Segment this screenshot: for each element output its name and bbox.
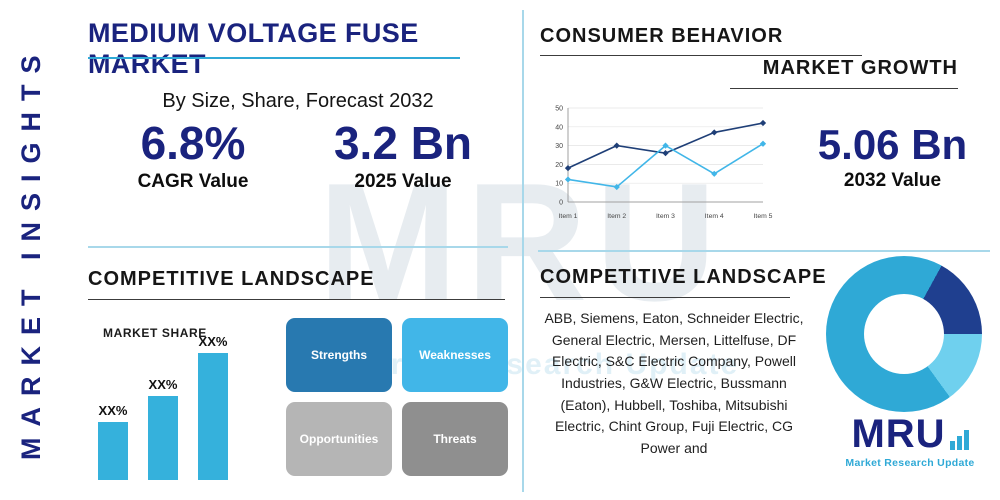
svg-text:Item 2: Item 2 [607,213,626,220]
competitive-landscape-left-underline [88,299,505,300]
label-2025: 2025 Value [354,170,452,192]
competitive-landscape-left-heading: COMPETITIVE LANDSCAPE [88,268,375,290]
bar [148,396,178,480]
bar-value-label: XX% [198,334,228,349]
swot-weaknesses: Weaknesses [402,318,508,392]
donut-chart [826,256,982,412]
swot-opportunities: Opportunities [286,402,392,476]
svg-text:40: 40 [555,124,563,131]
market-share-bar-chart: XX% XX% XX% [98,334,268,480]
cagr-label: CAGR Value [137,170,249,192]
market-share-label: MARKET SHARE [103,326,207,340]
bar-column: XX% [198,334,228,480]
svg-text:30: 30 [555,143,563,150]
bar-column: XX% [98,334,128,480]
svg-text:50: 50 [555,106,563,113]
left-horizontal-divider [88,246,508,248]
market-growth-line-chart: 0 10 20 30 40 50 Item 1 Item 2 Item 3 Item 4 Item … [555,106,773,221]
bar [98,422,128,480]
bar-chart-icon [949,430,969,454]
companies-list: ABB, Siemens, Eaton, Schneider Electric,… [544,310,804,457]
stat-2025: 3.2 Bn 2025 Value [298,118,508,193]
swot-threats: Threats [402,402,508,476]
bar-value-label: XX% [148,377,178,392]
logo-tagline: Market Research Update [845,457,975,469]
svg-text:0: 0 [559,200,563,207]
consumer-behavior-underline [540,55,862,56]
market-growth-heading: MARKET GROWTH [762,57,958,79]
value-2025: 3.2 Bn [333,117,473,169]
bar-column: XX% [148,334,178,480]
bar-value-label: XX% [98,403,128,418]
svg-text:Item 4: Item 4 [705,213,724,220]
title-underline [88,57,460,59]
watermark-text: MRU [318,148,725,336]
svg-text:Item 5: Item 5 [754,213,773,220]
vertical-divider [522,10,524,492]
page-subtitle: By Size, Share, Forecast 2032 [162,90,434,112]
right-horizontal-divider [538,250,990,252]
bar [198,353,228,480]
logo-text: MRU [851,412,946,456]
svg-text:20: 20 [555,162,563,169]
competitive-landscape-right-underline [540,297,790,298]
sidebar-vertical-label: MARKET INSIGHTS [16,44,46,460]
svg-text:Item 1: Item 1 [559,213,578,220]
svg-text:Item 3: Item 3 [656,213,675,220]
cagr-value: 6.8% [140,117,246,169]
svg-text:10: 10 [555,181,563,188]
stat-cagr: 6.8% CAGR Value [88,118,298,193]
stats-row: 6.8% CAGR Value 3.2 Bn 2025 Value [88,118,508,193]
consumer-behavior-heading: CONSUMER BEHAVIOR [540,25,784,47]
label-2032: 2032 Value [843,170,942,192]
page-title: MEDIUM VOLTAGE FUSE MARKET [88,18,419,79]
mru-logo: MRU Market Research Update [830,414,990,469]
swot-strengths: Strengths [286,318,392,392]
swot-grid: Strengths Weaknesses Opportunities Threa… [286,318,508,476]
competitive-landscape-right-heading: COMPETITIVE LANDSCAPE [540,266,827,288]
value-2032: 5.06 Bn [817,121,968,168]
stat-2032: 5.06 Bn 2032 Value [790,121,995,192]
market-growth-underline [730,88,958,89]
